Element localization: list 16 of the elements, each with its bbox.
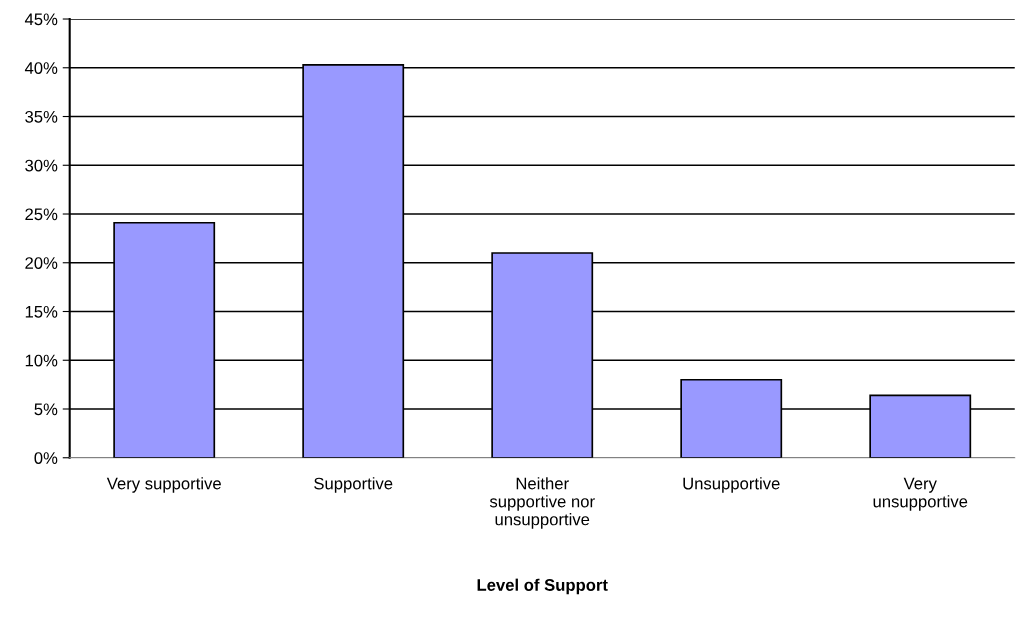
x-tick-label: Very supportive (106, 477, 221, 493)
y-tick-label: 15% (25, 305, 58, 318)
y-tick-label: 45% (24, 13, 58, 26)
x-tick-label: Supportive (314, 477, 393, 493)
y-tick-label: 0% (34, 452, 58, 464)
x-tick-label: Very unsupportive (873, 477, 968, 511)
x-tick-label: Unsupportive (683, 477, 780, 493)
y-tick-label: 35% (25, 110, 58, 123)
x-tick-label: Neither supportive nor unsupportive (489, 477, 595, 529)
y-tick-label: 40% (24, 62, 58, 74)
x-axis-title: Level of Support (477, 578, 608, 595)
y-tick-label: 30% (25, 159, 58, 172)
y-tick-label: 5% (34, 403, 58, 416)
y-tick-label: 25% (25, 208, 58, 221)
y-tick-label: 20% (25, 257, 58, 269)
y-tick-label: 10% (25, 354, 58, 367)
